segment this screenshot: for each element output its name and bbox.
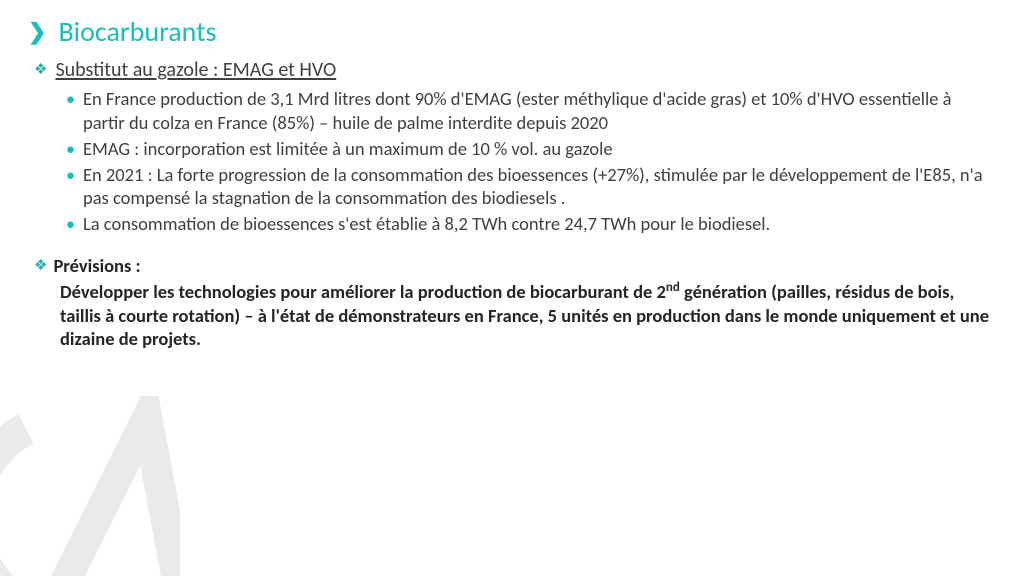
- list-item: • En France production de 3,1 Mrd litres…: [66, 87, 996, 134]
- forecast-heading: Prévisions :: [53, 254, 140, 278]
- bullet-icon: •: [66, 87, 75, 111]
- diamond-icon: ❖: [34, 254, 47, 278]
- slide-title-row: ❯ Biocarburants: [28, 14, 996, 50]
- bullet-text: EMAG : incorporation est limitée à un ma…: [83, 137, 613, 161]
- bullet-icon: •: [66, 212, 75, 236]
- list-item: • En 2021 : La forte progression de la c…: [66, 163, 996, 210]
- list-item: • La consommation de bioessences s'est é…: [66, 212, 996, 236]
- section-heading: Substitut au gazole : EMAG et HVO: [55, 58, 336, 84]
- chevron-right-icon: ❯: [28, 18, 46, 46]
- bullet-icon: •: [66, 163, 75, 187]
- bullet-text: En 2021 : La forte progression de la con…: [83, 163, 996, 210]
- slide-content: ❯ Biocarburants ❖ Substitut au gazole : …: [28, 14, 996, 351]
- slide-title: Biocarburants: [58, 14, 216, 50]
- bullet-text: La consommation de bioessences s'est éta…: [83, 212, 770, 236]
- forecast-section: ❖ Prévisions : Développer les technologi…: [34, 254, 996, 351]
- bullet-icon: •: [66, 137, 75, 161]
- bullet-list: • En France production de 3,1 Mrd litres…: [66, 87, 996, 236]
- list-item: • EMAG : incorporation est limitée à un …: [66, 137, 996, 161]
- forecast-text-pre: Développer les technologies pour amélior…: [60, 280, 666, 303]
- bullet-text: En France production de 3,1 Mrd litres d…: [83, 87, 996, 134]
- section-heading-row: ❖ Substitut au gazole : EMAG et HVO: [34, 58, 996, 84]
- forecast-heading-row: ❖ Prévisions :: [34, 254, 996, 278]
- watermark-logo: [0, 396, 180, 576]
- diamond-icon: ❖: [34, 58, 47, 82]
- forecast-sup: nd: [666, 280, 680, 295]
- forecast-body: Développer les technologies pour amélior…: [60, 280, 996, 351]
